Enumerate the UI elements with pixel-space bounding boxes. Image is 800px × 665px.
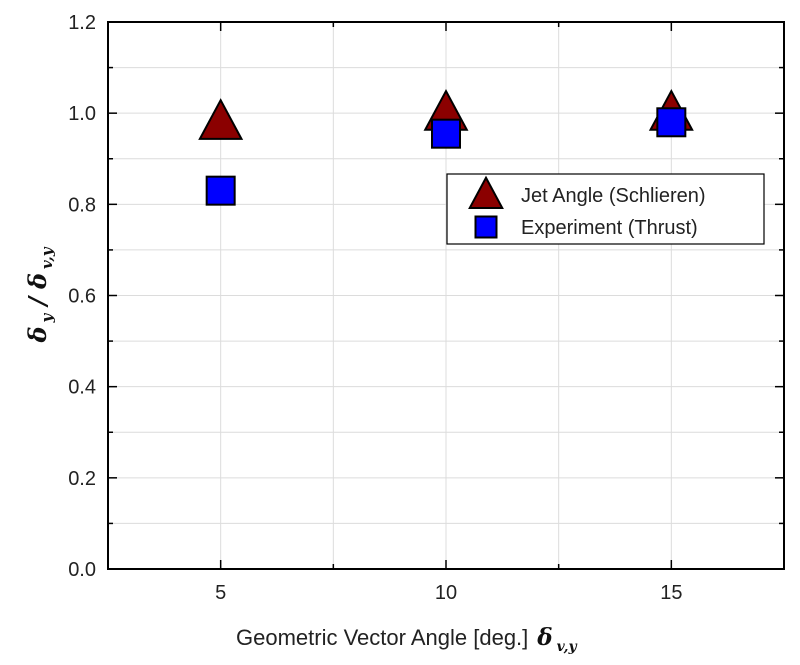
y-tick-label: 0.2 xyxy=(68,468,96,490)
legend: Jet Angle (Schlieren) Experiment (Thrust) xyxy=(446,173,765,245)
x-tick-label: 10 xyxy=(435,582,457,604)
y-tick-label: 0.8 xyxy=(68,194,96,216)
square-marker xyxy=(205,175,236,206)
series-square xyxy=(205,107,687,206)
legend-box xyxy=(446,173,765,245)
square-marker xyxy=(431,118,461,149)
legend-label: Jet Angle (Schlieren) xyxy=(521,185,706,207)
x-tick-label: 5 xyxy=(215,582,226,604)
y-tick-label: 1.2 xyxy=(68,12,96,34)
legend-label: Experiment (Thrust) xyxy=(521,217,698,239)
x-tick-label: 15 xyxy=(660,582,682,604)
y-tick-label: 0.6 xyxy=(68,286,96,308)
y-tick-label: 0.4 xyxy=(68,377,96,399)
square-marker xyxy=(656,107,687,138)
y-axis-label: δ y / δ v,y xyxy=(23,246,56,343)
plot-frame xyxy=(107,21,785,570)
y-tick-label: 1.0 xyxy=(68,103,96,125)
legend-entry: Experiment (Thrust) xyxy=(474,215,698,239)
y-tick-label: 0.0 xyxy=(68,559,96,581)
legend-entry: Jet Angle (Schlieren) xyxy=(468,175,706,209)
x-axis-label: Geometric Vector Angle [deg.] δ v,y xyxy=(236,624,577,655)
triangle-marker xyxy=(468,175,504,209)
square-marker xyxy=(474,215,498,239)
triangle-marker xyxy=(198,98,244,140)
data-points xyxy=(198,88,694,206)
tick-labels: 5 10 15 0.0 0.2 0.4 0.6 0.8 1.0 1.2 xyxy=(68,12,682,604)
